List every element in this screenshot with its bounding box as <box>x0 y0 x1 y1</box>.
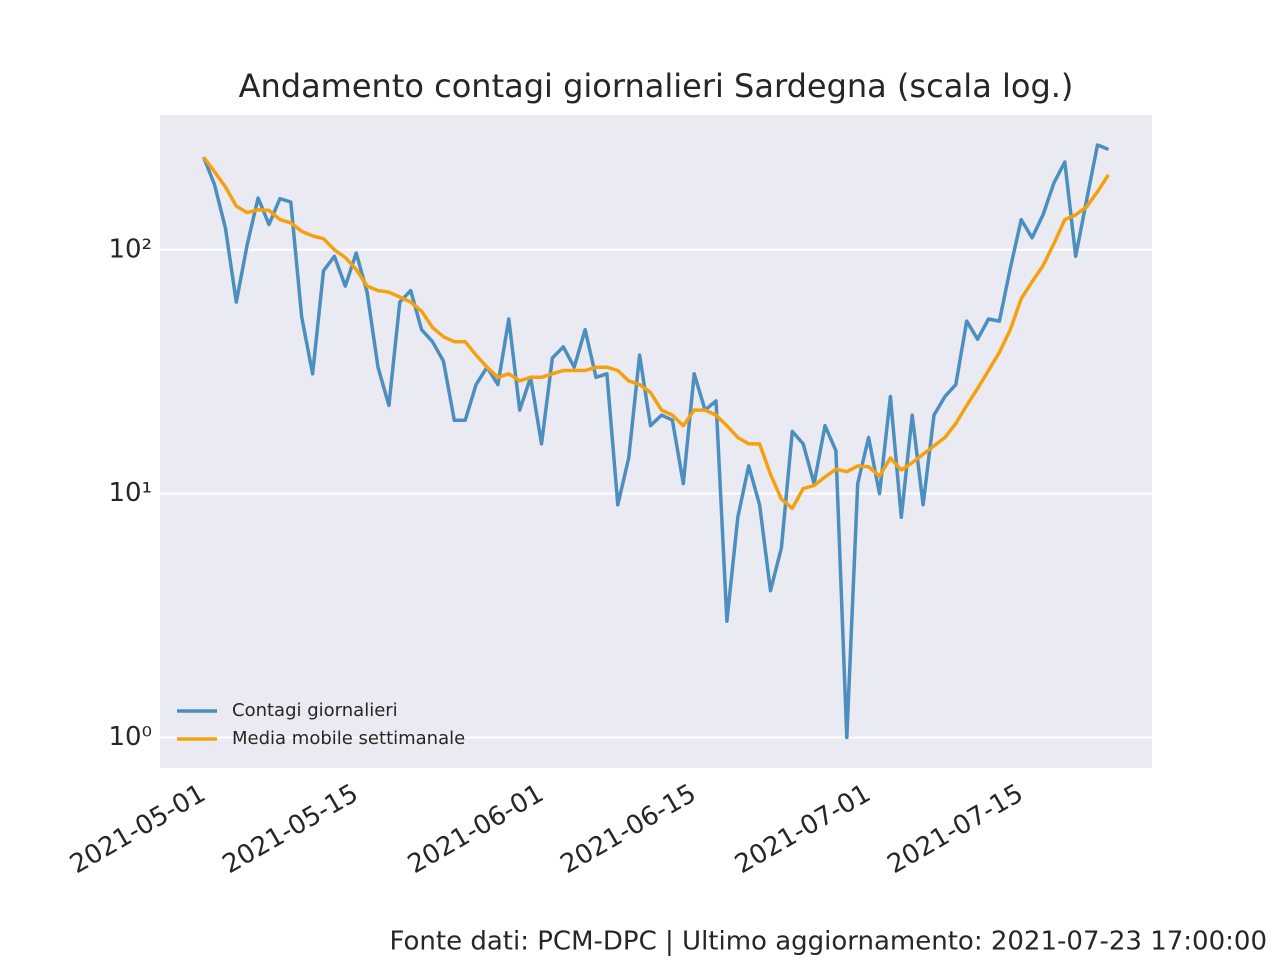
x-tick-label: 2021-07-15 <box>883 779 1029 881</box>
plot-area <box>160 115 1152 768</box>
source-note: Fonte dati: PCM-DPC | Ultimo aggiornamen… <box>390 927 1268 957</box>
y-tick-label: 10² <box>108 234 152 264</box>
data-line <box>202 156 1110 511</box>
x-tick-label: 2021-05-15 <box>218 779 364 881</box>
y-tick-label: 10⁰ <box>108 722 152 752</box>
y-tick-label: 10¹ <box>108 478 152 508</box>
legend-label: Contagi giornalieri <box>232 700 398 721</box>
x-tick-label: 2021-06-15 <box>556 779 702 881</box>
legend-label: Media mobile settimanale <box>232 728 465 749</box>
x-tick-label: 2021-07-01 <box>730 779 876 881</box>
chart-title: Andamento contagi giornalieri Sardegna (… <box>239 67 1074 105</box>
data-line <box>201 143 1110 740</box>
x-tick-label: 2021-05-01 <box>65 779 211 881</box>
x-tick-label: 2021-06-01 <box>403 779 549 881</box>
